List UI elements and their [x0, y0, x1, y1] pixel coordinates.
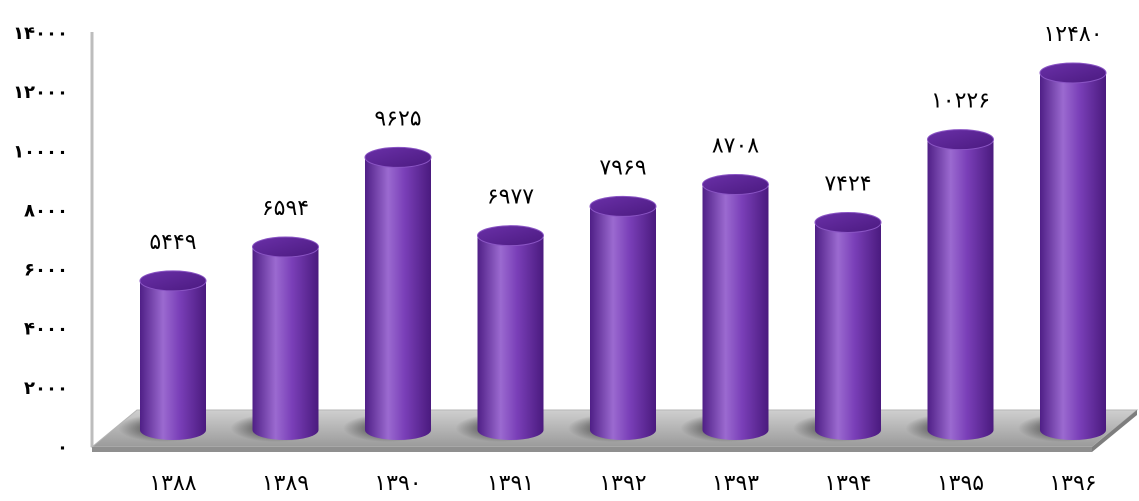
bar-value-label: ۷۹۶۹: [599, 155, 646, 180]
bars: ۵۴۴۹ ۶۵۹۴ ۹۶۲۵ ۶۹۷۷ ۷۹۶۹ ۸۷۰۸ ۷۴۲۴ ۱۰۲۲۶ ۱۲۴۸۰: [118, 22, 1108, 442]
y-tick-label: ۰: [57, 437, 68, 458]
bar: [343, 146, 433, 442]
y-tick-label: ۲۰۰۰: [24, 378, 68, 399]
bar: [568, 195, 658, 442]
bar-value-label: ۱۰۲۲۶: [931, 89, 990, 114]
bar: [793, 211, 883, 442]
bar: [905, 129, 996, 442]
y-tick-label: ۸۰۰۰: [24, 200, 68, 221]
bar: [680, 173, 771, 442]
bar: [1018, 62, 1108, 442]
bar-body: [140, 280, 206, 440]
bar-body: [252, 247, 319, 440]
x-category-label: ۱۳۸۹: [262, 471, 309, 496]
bar-body: [815, 222, 881, 440]
bar-top: [477, 225, 544, 247]
bar-value-label: ۸۷۰۸: [712, 133, 759, 158]
bar-value-label: ۶۵۹۴: [262, 196, 309, 221]
bar: [455, 225, 546, 442]
bar-body: [365, 157, 431, 440]
bar-top: [927, 129, 994, 151]
bar-top: [814, 211, 882, 233]
bar-body: [477, 235, 544, 440]
bar-top: [589, 195, 657, 217]
bar-body: [927, 139, 994, 440]
y-tick-label: ۱۲۰۰۰: [13, 82, 68, 103]
bar-body: [702, 184, 769, 440]
category-labels: ۱۳۸۸ ۱۳۸۹ ۱۳۹۰ ۱۳۹۱ ۱۳۹۲ ۱۳۹۳ ۱۳۹۴ ۱۳۹۵ ۱۳۹۶: [149, 471, 1096, 496]
x-category-label: ۱۳۹۶: [1049, 471, 1096, 496]
x-category-label: ۱۳۹۰: [374, 471, 421, 496]
y-tick-label: ۱۴۰۰۰: [13, 23, 68, 44]
bar-top: [252, 236, 319, 258]
bar: [230, 236, 321, 442]
x-category-label: ۱۳۹۱: [487, 471, 534, 496]
bar-value-label: ۱۲۴۸۰: [1043, 22, 1102, 47]
y-tick-label: ۴۰۰۰: [24, 319, 68, 340]
x-category-label: ۱۳۸۸: [149, 471, 196, 496]
x-category-label: ۱۳۹۲: [599, 471, 646, 496]
floor-edge: [92, 447, 1092, 452]
bar-value-label: ۶۹۷۷: [487, 185, 534, 210]
bar-value-label: ۵۴۴۹: [149, 230, 196, 255]
x-category-label: ۱۳۹۴: [824, 471, 871, 496]
bar-body: [590, 206, 656, 440]
x-category-label: ۱۳۹۵: [937, 471, 984, 496]
floor-edge-right: [1092, 410, 1137, 452]
bar-value-label: ۹۶۲۵: [374, 106, 421, 131]
bar-top: [364, 146, 432, 168]
bar: [118, 270, 208, 442]
y-tick-label: ۱۰۰۰۰: [13, 141, 68, 162]
bar-top: [702, 173, 769, 195]
x-category-label: ۱۳۹۳: [712, 471, 759, 496]
bar-top: [139, 270, 207, 292]
bar-value-label: ۷۴۲۴: [824, 171, 871, 196]
bar-body: [1040, 72, 1106, 440]
y-tick-label: ۶۰۰۰: [24, 260, 68, 281]
y-tick-labels: ۰ ۲۰۰۰ ۴۰۰۰ ۶۰۰۰ ۸۰۰۰ ۱۰۰۰۰ ۱۲۰۰۰ ۱۴۰۰۰: [13, 23, 68, 458]
bar-top: [1039, 62, 1107, 84]
